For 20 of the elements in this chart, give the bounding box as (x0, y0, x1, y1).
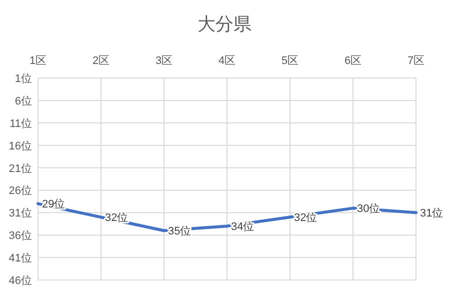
x-tick-label: 7区 (407, 55, 425, 67)
y-tick-label: 36位 (8, 230, 32, 242)
x-tick-label: 3区 (155, 55, 173, 67)
x-tick-label: 6区 (344, 55, 362, 67)
y-tick-label: 6位 (14, 95, 32, 108)
y-tick-label: 1位 (14, 73, 32, 85)
y-tick-label: 21位 (8, 162, 32, 175)
y-tick-label: 31位 (8, 208, 32, 220)
y-tick-label: 46位 (8, 275, 32, 287)
x-tick-label: 5区 (281, 55, 299, 67)
y-tick-label: 16位 (8, 140, 32, 152)
data-label: 30位 (357, 203, 380, 216)
y-tick-label: 26位 (8, 185, 32, 198)
x-tick-label: 4区 (218, 55, 236, 67)
chart-title: 大分県 (198, 14, 252, 34)
x-tick-label: 1区 (29, 55, 47, 67)
data-label: 31位 (420, 208, 444, 220)
y-tick-label: 11位 (10, 118, 32, 130)
x-tick-label: 2区 (92, 55, 110, 67)
y-tick-label: 41位 (8, 252, 32, 265)
